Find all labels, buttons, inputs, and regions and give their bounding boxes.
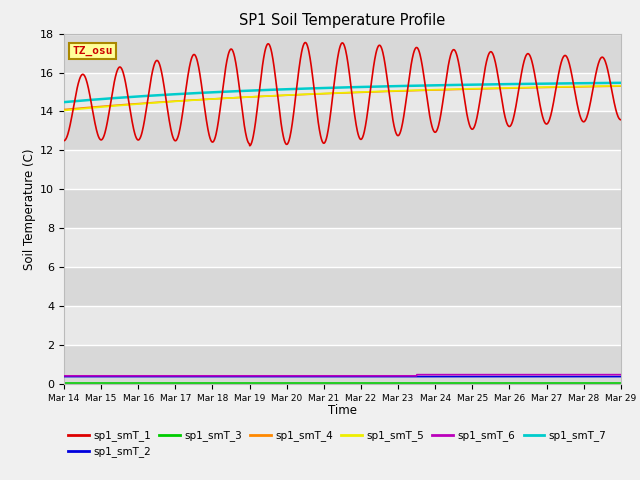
Bar [64, 267, 621, 306]
Bar [64, 111, 621, 150]
Bar [64, 345, 621, 384]
Bar [64, 228, 621, 267]
Bar [64, 150, 621, 189]
Bar [64, 34, 621, 72]
Title: SP1 Soil Temperature Profile: SP1 Soil Temperature Profile [239, 13, 445, 28]
X-axis label: Time: Time [328, 404, 357, 417]
Bar [64, 72, 621, 111]
Text: TZ_osu: TZ_osu [72, 46, 113, 56]
Legend: sp1_smT_1, sp1_smT_2, sp1_smT_3, sp1_smT_4, sp1_smT_5, sp1_smT_6, sp1_smT_7: sp1_smT_1, sp1_smT_2, sp1_smT_3, sp1_smT… [64, 426, 611, 461]
Bar [64, 306, 621, 345]
Bar [64, 189, 621, 228]
Y-axis label: Soil Temperature (C): Soil Temperature (C) [23, 148, 36, 270]
